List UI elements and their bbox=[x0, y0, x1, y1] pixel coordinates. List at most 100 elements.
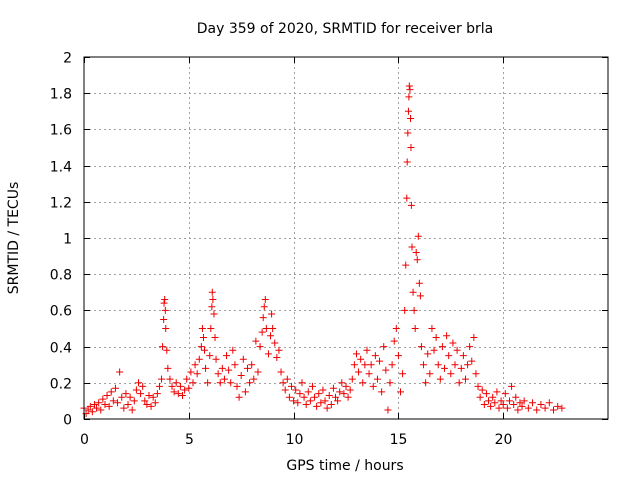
data-point-plus bbox=[394, 352, 402, 360]
data-point-plus bbox=[218, 364, 226, 372]
data-point-plus bbox=[468, 357, 476, 365]
data-point-plus bbox=[210, 310, 218, 318]
data-point-plus bbox=[139, 382, 147, 390]
data-point-plus bbox=[516, 399, 524, 407]
data-point-plus bbox=[410, 306, 418, 314]
data-point-plus bbox=[179, 391, 187, 399]
data-point-plus bbox=[197, 343, 205, 351]
data-point-plus bbox=[363, 346, 371, 354]
x-tick-label: 5 bbox=[185, 432, 194, 448]
data-point-plus bbox=[211, 334, 219, 342]
data-point-plus bbox=[338, 379, 346, 387]
data-point-plus bbox=[132, 386, 140, 394]
data-point-plus bbox=[161, 306, 169, 314]
data-point-plus bbox=[120, 404, 128, 412]
data-point-plus bbox=[369, 382, 377, 390]
data-point-plus bbox=[411, 325, 419, 332]
data-point-plus bbox=[214, 370, 222, 378]
data-point-plus bbox=[407, 201, 415, 209]
data-point-plus bbox=[158, 375, 166, 383]
y-tick-label: 0.8 bbox=[50, 268, 72, 284]
data-point-plus bbox=[204, 379, 212, 387]
data-point-plus bbox=[163, 346, 171, 354]
data-point-plus bbox=[480, 401, 488, 409]
data-point-plus bbox=[195, 355, 203, 363]
data-point-plus bbox=[451, 361, 459, 369]
data-point-plus bbox=[415, 279, 423, 287]
data-point-plus bbox=[269, 325, 277, 332]
data-point-plus bbox=[325, 391, 333, 399]
data-point-plus bbox=[198, 325, 206, 332]
data-point-plus bbox=[342, 382, 350, 390]
data-point-plus bbox=[352, 350, 360, 358]
data-point-plus bbox=[416, 292, 424, 300]
data-point-plus bbox=[512, 393, 520, 401]
data-point-plus bbox=[243, 364, 251, 372]
data-points bbox=[80, 82, 566, 418]
data-point-plus bbox=[84, 406, 92, 414]
data-point-plus bbox=[315, 390, 323, 398]
data-point-plus bbox=[88, 408, 96, 416]
data-point-plus bbox=[464, 361, 472, 369]
data-point-plus bbox=[491, 399, 499, 407]
data-point-plus bbox=[386, 379, 394, 387]
data-point-plus bbox=[279, 379, 287, 387]
data-point-plus bbox=[455, 379, 463, 387]
data-point-plus bbox=[376, 357, 384, 365]
y-tick-label: 1.6 bbox=[50, 123, 72, 139]
data-point-plus bbox=[472, 370, 480, 378]
data-point-plus bbox=[434, 361, 442, 369]
y-tick-label: 1.8 bbox=[50, 87, 72, 103]
data-point-plus bbox=[524, 404, 532, 412]
data-point-plus bbox=[229, 346, 237, 354]
data-point-plus bbox=[225, 366, 233, 374]
data-point-plus bbox=[414, 232, 422, 240]
data-point-plus bbox=[260, 303, 268, 311]
data-point-plus bbox=[443, 332, 451, 340]
data-point-plus bbox=[365, 370, 373, 378]
data-point-plus bbox=[174, 390, 182, 398]
data-point-plus bbox=[281, 386, 289, 394]
y-tick-label: 0.2 bbox=[50, 377, 72, 393]
data-point-plus bbox=[447, 370, 455, 378]
data-point-plus bbox=[482, 390, 490, 398]
data-point-plus bbox=[277, 368, 285, 376]
data-point-plus bbox=[432, 334, 440, 342]
data-point-plus bbox=[317, 399, 325, 407]
data-point-plus bbox=[109, 397, 117, 405]
data-point-plus bbox=[288, 382, 296, 390]
y-tick-label: 1 bbox=[63, 232, 72, 248]
data-point-plus bbox=[231, 361, 239, 369]
data-point-plus bbox=[254, 368, 262, 376]
data-point-plus bbox=[271, 339, 279, 347]
data-point-plus bbox=[348, 375, 356, 383]
data-point-plus bbox=[321, 397, 329, 405]
data-point-plus bbox=[409, 288, 417, 296]
data-point-plus bbox=[501, 390, 509, 398]
data-point-plus bbox=[489, 393, 497, 401]
data-point-plus bbox=[168, 382, 176, 390]
y-tick-label: 1.2 bbox=[50, 196, 72, 212]
data-point-plus bbox=[296, 390, 304, 398]
data-point-plus bbox=[189, 379, 197, 387]
data-point-plus bbox=[558, 404, 566, 412]
data-point-plus bbox=[193, 370, 201, 378]
data-point-plus bbox=[505, 397, 513, 405]
data-point-plus bbox=[529, 399, 537, 407]
data-point-plus bbox=[223, 352, 231, 360]
data-point-plus bbox=[428, 325, 436, 332]
data-point-plus bbox=[508, 382, 516, 390]
data-point-plus bbox=[268, 310, 276, 318]
data-point-plus bbox=[361, 361, 369, 369]
data-point-plus bbox=[350, 361, 358, 369]
data-point-plus bbox=[290, 397, 298, 405]
data-point-plus bbox=[390, 337, 398, 345]
data-point-plus bbox=[130, 397, 138, 405]
data-point-plus bbox=[252, 337, 260, 345]
data-point-plus bbox=[160, 315, 168, 323]
data-point-plus bbox=[319, 386, 327, 394]
data-point-plus bbox=[406, 86, 414, 94]
data-point-plus bbox=[441, 364, 449, 372]
y-tick-label: 1.4 bbox=[50, 160, 72, 176]
data-point-plus bbox=[422, 379, 430, 387]
